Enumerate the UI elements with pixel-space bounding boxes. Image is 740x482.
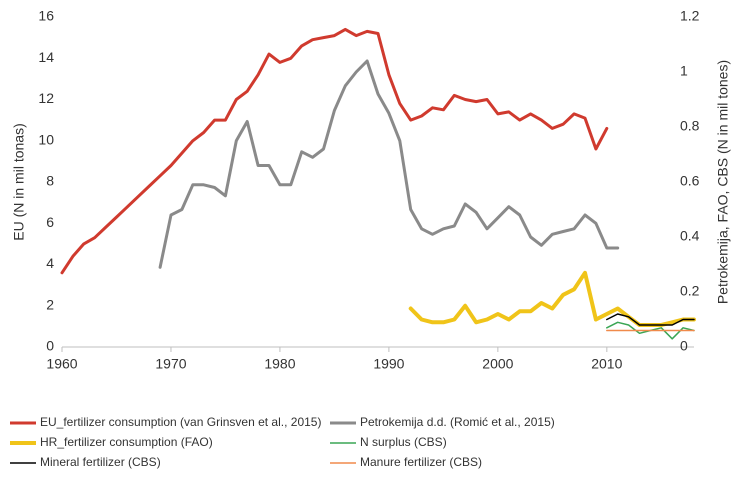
y-tick-label: 16 xyxy=(38,8,54,24)
y-tick-label: 0 xyxy=(46,338,54,354)
y2-tick-label: 1 xyxy=(680,63,688,79)
legend: EU_fertilizer consumption (van Grinsven … xyxy=(10,415,555,469)
legend-label: EU_fertilizer consumption (van Grinsven … xyxy=(40,415,321,429)
y2-axis-label: Petrokemija, FAO, CBS (N in mil tones) xyxy=(715,60,731,304)
series-line xyxy=(60,27,609,275)
y-axis-label: EU (N in mil tonas) xyxy=(11,123,27,240)
y-tick-label: 2 xyxy=(46,296,54,312)
legend-label: Mineral fertilizer (CBS) xyxy=(40,455,161,469)
y2-tick-label: 0.4 xyxy=(680,228,700,244)
y-tick-label: 6 xyxy=(46,214,54,230)
legend-label: N surplus (CBS) xyxy=(360,435,447,449)
x-tick-label: 1990 xyxy=(373,356,404,372)
y2-tick-label: 0.8 xyxy=(680,118,700,134)
y-tick-label: 8 xyxy=(46,173,54,189)
y2-tick-label: 1.2 xyxy=(680,8,700,24)
y-tick-label: 10 xyxy=(38,131,54,147)
x-tick-label: 1980 xyxy=(264,356,295,372)
y2-tick-label: 0 xyxy=(680,338,688,354)
x-tick-label: 1970 xyxy=(155,356,186,372)
x-tick-label: 2000 xyxy=(482,356,513,372)
series-line xyxy=(408,270,696,327)
legend-label: HR_fertilizer consumption (FAO) xyxy=(40,435,213,449)
legend-label: Petrokemija d.d. (Romić et al., 2015) xyxy=(360,415,555,429)
y-tick-label: 14 xyxy=(38,49,54,65)
series-line xyxy=(606,313,695,326)
y2-tick-label: 0.6 xyxy=(680,173,700,189)
y-tick-label: 12 xyxy=(38,90,54,106)
y-tick-label: 4 xyxy=(46,255,54,271)
y2-tick-label: 0.2 xyxy=(680,283,700,299)
x-tick-label: 1960 xyxy=(46,356,77,372)
series-line xyxy=(158,59,620,269)
x-tick-label: 2010 xyxy=(591,356,622,372)
legend-label: Manure fertilizer (CBS) xyxy=(360,455,482,469)
